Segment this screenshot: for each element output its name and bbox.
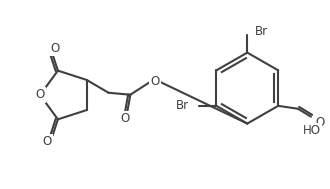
Text: Br: Br (176, 99, 189, 112)
Text: Br: Br (255, 26, 268, 38)
Text: O: O (315, 116, 324, 129)
Text: O: O (42, 135, 51, 148)
Text: HO: HO (303, 124, 321, 137)
Text: O: O (121, 112, 130, 125)
Text: O: O (50, 42, 59, 55)
Text: O: O (150, 75, 160, 88)
Text: O: O (35, 88, 45, 101)
